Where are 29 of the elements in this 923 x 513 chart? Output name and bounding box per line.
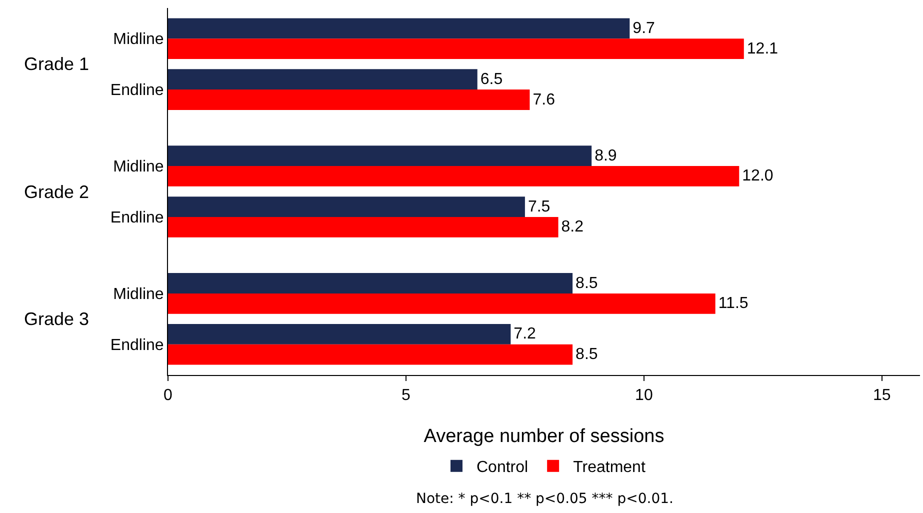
data-label: 7.6	[532, 91, 556, 108]
data-label: 9.7	[632, 20, 656, 37]
data-label: 8.9	[594, 147, 617, 164]
y-tick-label: Endline	[110, 337, 164, 354]
x-tick-label: 5	[402, 387, 411, 404]
legend-label: Treatment	[573, 459, 646, 476]
y-tick-label: Midline	[113, 286, 164, 304]
data-label: 6.5	[480, 70, 503, 88]
text: Grade 3	[24, 309, 90, 329]
x-tick-label: 15	[873, 387, 891, 404]
text: Grade 2	[24, 182, 90, 202]
y-tick-label: Midline	[113, 31, 164, 48]
text: Note: * p<0.1 ** p<0.05 *** p<0.01.	[416, 491, 674, 507]
legend-label: Control	[476, 459, 528, 476]
x-tick-label: 10	[635, 387, 653, 404]
data-label: 12.1	[746, 40, 778, 58]
y-tick-label: Midline	[113, 158, 164, 176]
text: Grade 1	[24, 54, 90, 74]
y-tick-label: Endline	[110, 82, 164, 100]
x-axis-title: Average number of sessions	[424, 426, 664, 447]
data-label: 12.0	[742, 168, 774, 185]
data-label: 11.5	[718, 295, 748, 312]
data-label: 7.2	[514, 326, 536, 343]
data-label: 7.5	[528, 198, 550, 216]
data-label: 8.5	[576, 346, 598, 364]
data-label: 8.2	[561, 218, 584, 236]
y-tick-label: Endline	[110, 210, 164, 227]
x-tick-label: 0	[164, 387, 173, 404]
data-label: 8.5	[576, 274, 598, 292]
